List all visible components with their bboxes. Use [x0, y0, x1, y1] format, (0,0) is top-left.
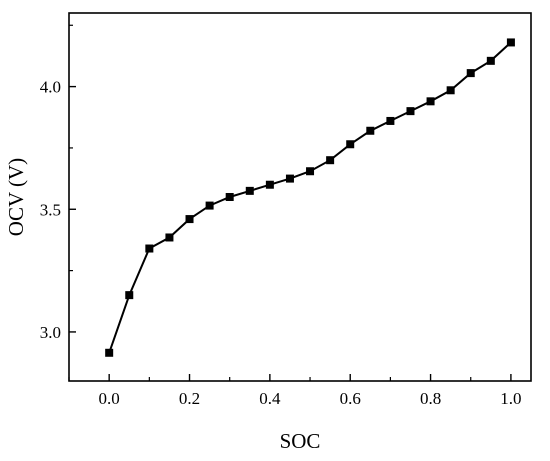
data-point [225, 193, 234, 201]
y-tick-label: 4.0 [40, 78, 61, 97]
x-tick-label: 0.4 [259, 389, 281, 408]
plot-frame [68, 12, 532, 382]
data-point [426, 97, 435, 106]
x-tick-label: 0.8 [420, 389, 441, 408]
data-point [466, 69, 475, 78]
x-axis-label: SOC [280, 429, 321, 453]
x-tick-label: 0.2 [179, 389, 200, 408]
y-axis: 3.0 3.5 4.0 [40, 24, 76, 342]
data-point [265, 180, 274, 189]
data-point [406, 107, 415, 116]
data-point [506, 38, 515, 47]
x-tick-label: 0.6 [340, 389, 361, 408]
data-point [165, 233, 174, 242]
y-tick-label: 3.0 [40, 323, 61, 342]
data-point [125, 291, 134, 300]
y-tick-label: 3.5 [40, 200, 61, 219]
data-point [326, 156, 335, 165]
data-point [105, 348, 114, 357]
data-point [446, 86, 455, 95]
data-point [386, 116, 395, 125]
data-point [306, 167, 315, 176]
data-point [486, 56, 495, 65]
x-tick-label: 1.0 [500, 389, 521, 408]
x-tick-label: 0.0 [99, 389, 120, 408]
data-point [245, 186, 254, 195]
data-point [205, 201, 214, 210]
data-point [285, 174, 294, 183]
data-point [366, 126, 375, 135]
data-point [145, 244, 154, 253]
series-layer [105, 38, 515, 357]
data-point [346, 140, 355, 149]
y-axis-label: OCV (V) [4, 158, 28, 236]
x-axis: 0.0 0.2 0.4 0.6 0.8 1.0 [68, 374, 522, 408]
data-point [185, 215, 194, 224]
